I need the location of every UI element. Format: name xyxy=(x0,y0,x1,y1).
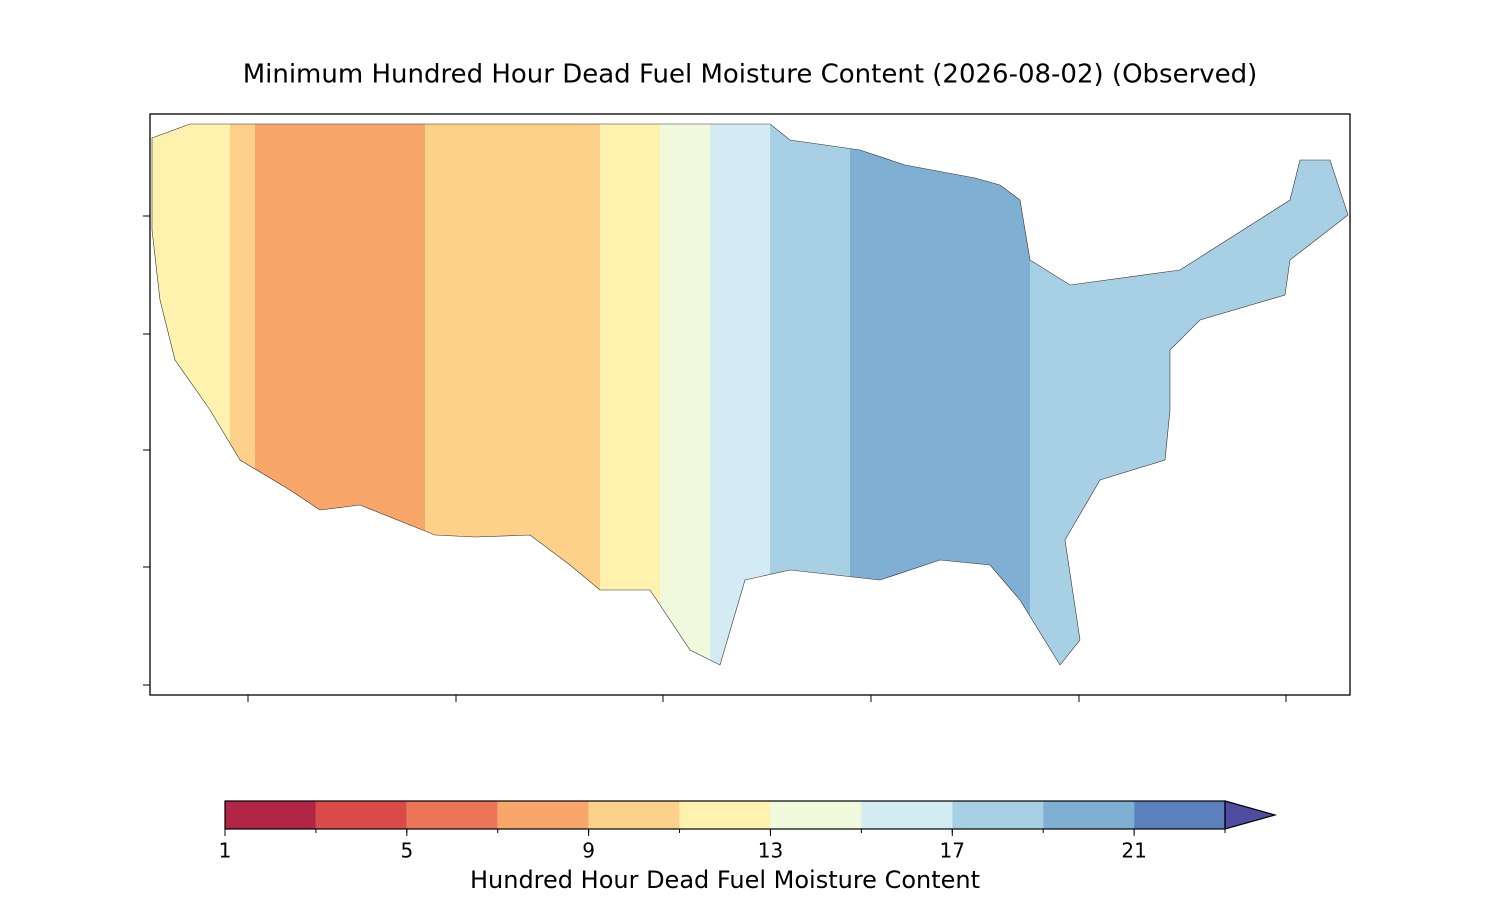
colorbar-segment xyxy=(225,801,316,829)
colorbar-segment xyxy=(1043,801,1135,829)
colorbar-segment xyxy=(497,801,589,829)
colorbar-tick-label: 21 xyxy=(1121,839,1146,863)
frame-ticks xyxy=(143,215,1287,702)
colorbar-segment xyxy=(770,801,862,829)
colorbar-segment xyxy=(406,801,498,829)
colorbar-label: Hundred Hour Dead Fuel Moisture Content xyxy=(470,866,980,894)
colorbar-segment xyxy=(1134,801,1225,829)
colorbar-tick-label: 1 xyxy=(219,839,232,863)
map-title: Minimum Hundred Hour Dead Fuel Moisture … xyxy=(243,60,1258,90)
colorbar-tick-label: 5 xyxy=(400,839,413,863)
colorbar-segment xyxy=(952,801,1044,829)
map-frame xyxy=(149,113,1351,696)
colorbar-segment xyxy=(861,801,953,829)
colorbar-segment xyxy=(315,801,407,829)
colorbar-segment xyxy=(588,801,680,829)
colorbar-segment xyxy=(679,801,771,829)
colorbar: 1 5 9 13 17 21 xyxy=(219,800,1278,863)
colorbar-extend xyxy=(1224,800,1278,830)
colorbar-tick-label: 13 xyxy=(758,839,783,863)
us-outline xyxy=(151,123,1349,666)
colorbar-tick-label: 17 xyxy=(940,839,965,863)
colorbar-frame xyxy=(224,800,1226,830)
colorbar-tick-label: 9 xyxy=(582,839,595,863)
